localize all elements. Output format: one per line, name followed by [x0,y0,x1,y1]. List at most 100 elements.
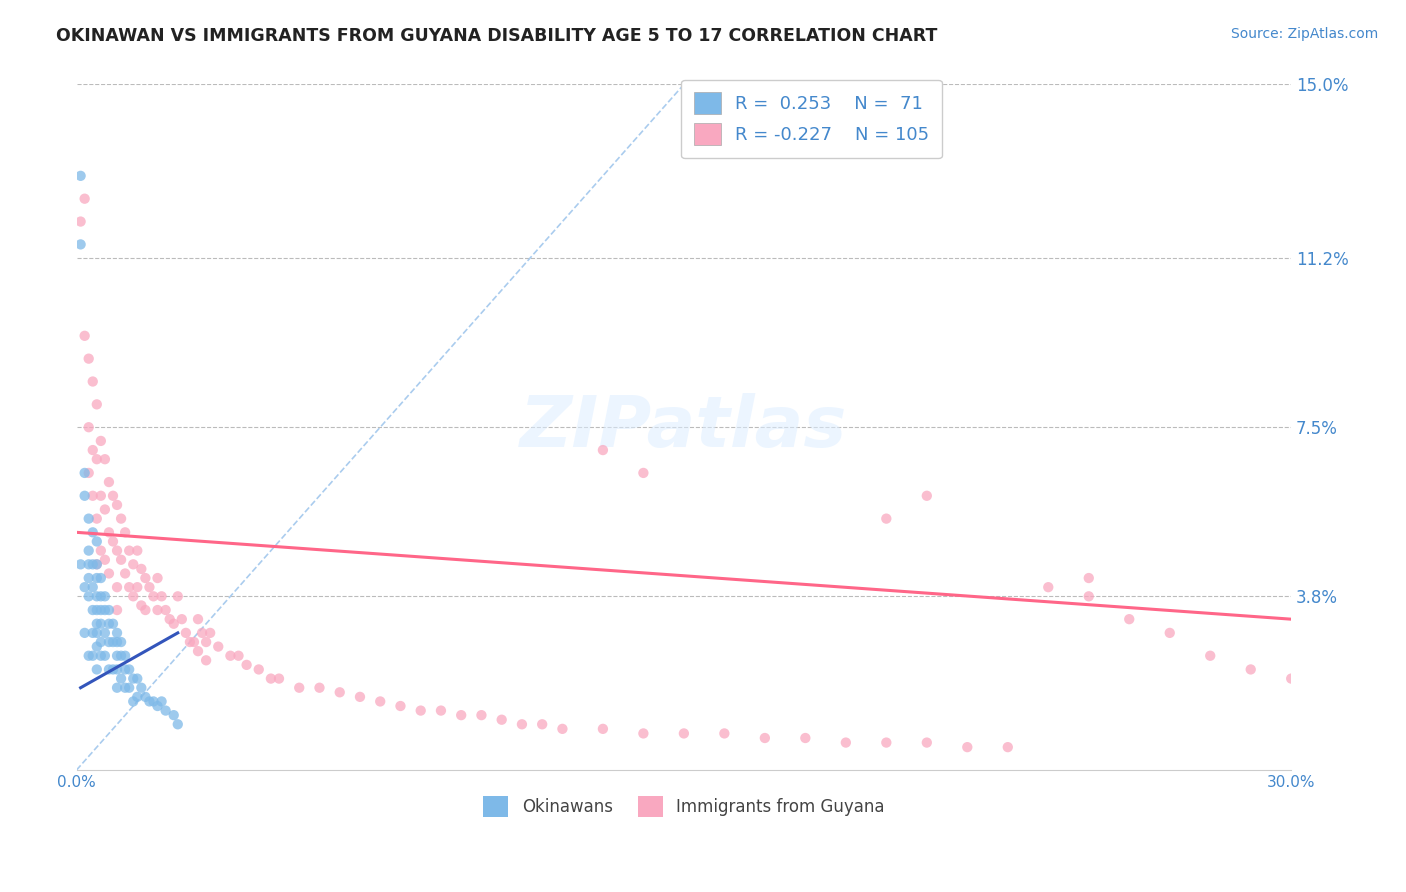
Point [179,635,201,649]
Point [97,603,120,617]
Point [77,511,100,525]
Point [90,648,112,663]
Point [159,612,181,626]
Point [105,635,128,649]
Point [142,694,165,708]
Point [134,571,156,585]
Point [101,534,124,549]
Point [174,626,197,640]
Point [267,672,290,686]
Point [86,558,108,572]
Point [97,475,120,489]
Point [195,653,218,667]
Point [73,192,96,206]
Point [118,580,141,594]
Point [127,580,149,594]
Point [86,534,108,549]
Point [163,708,186,723]
Point [114,681,136,695]
Point [77,351,100,366]
Point [491,713,513,727]
Point [77,571,100,585]
Point [389,698,412,713]
Point [82,443,104,458]
Point [69,214,91,228]
Point [105,543,128,558]
Point [122,558,145,572]
Point [633,466,655,480]
Point [77,590,100,604]
Point [73,626,96,640]
Point [754,731,776,745]
Point [187,644,209,658]
Point [97,525,120,540]
Point [875,511,897,525]
Point [633,726,655,740]
Point [97,663,120,677]
Point [138,580,160,594]
Point [77,543,100,558]
Point [510,717,533,731]
Point [131,681,153,695]
Point [191,626,214,640]
Point [105,498,128,512]
Point [86,616,108,631]
Point [1038,580,1060,594]
Point [69,169,91,183]
Point [997,740,1019,755]
Point [73,489,96,503]
Point [90,635,112,649]
Point [77,466,100,480]
Point [110,648,132,663]
Point [82,525,104,540]
Point [122,694,145,708]
Point [122,672,145,686]
Text: ZIPatlas: ZIPatlas [520,392,848,462]
Point [127,543,149,558]
Point [155,704,177,718]
Point [1279,672,1302,686]
Point [308,681,330,695]
Point [142,590,165,604]
Point [97,616,120,631]
Point [94,648,117,663]
Point [110,672,132,686]
Point [86,571,108,585]
Point [835,735,858,749]
Point [329,685,352,699]
Point [114,566,136,581]
Point [105,603,128,617]
Point [260,672,283,686]
Point [150,694,173,708]
Point [166,717,188,731]
Point [183,635,205,649]
Point [86,397,108,411]
Point [1118,612,1140,626]
Point [86,626,108,640]
Point [450,708,472,723]
Point [150,590,173,604]
Point [118,681,141,695]
Point [90,543,112,558]
Point [82,558,104,572]
Point [94,603,117,617]
Point [97,566,120,581]
Point [114,663,136,677]
Point [73,580,96,594]
Point [672,726,695,740]
Point [207,640,229,654]
Point [134,690,156,704]
Point [82,626,104,640]
Point [105,648,128,663]
Point [94,553,117,567]
Point [101,663,124,677]
Point [368,694,391,708]
Point [90,489,112,503]
Point [90,590,112,604]
Point [86,603,108,617]
Point [235,657,257,672]
Point [110,511,132,525]
Point [94,452,117,467]
Point [146,698,169,713]
Point [97,635,120,649]
